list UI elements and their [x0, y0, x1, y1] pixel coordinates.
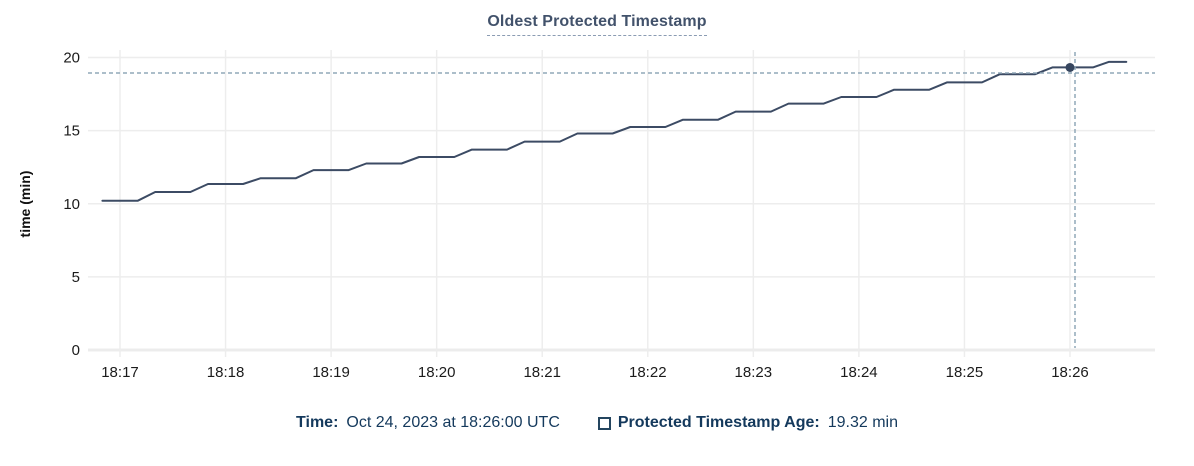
- chart-title[interactable]: Oldest Protected Timestamp: [487, 13, 707, 36]
- x-tick-label: 18:18: [207, 364, 245, 381]
- x-tick-label: 18:22: [629, 364, 667, 381]
- x-tick-label: 18:17: [101, 364, 139, 381]
- line-chart-plot-area[interactable]: 0 5 10 15 20 18:17 18:18 18:19 18:20 18:21 18:22 18…: [0, 0, 1194, 402]
- legend-time-group: Time: Oct 24, 2023 at 18:26:00 UTC: [296, 414, 560, 432]
- legend-series-label: Protected Timestamp Age:: [617, 414, 820, 431]
- y-tick-label: 5: [72, 269, 80, 286]
- x-tick-label: 18:26: [1051, 364, 1089, 381]
- y-tick-label: 10: [63, 196, 80, 213]
- series-line-protected-timestamp-age: [101, 60, 1128, 202]
- x-tick-label: 18:21: [523, 364, 561, 381]
- x-tick-label: 18:20: [418, 364, 456, 381]
- x-tick-label: 18:24: [840, 364, 878, 381]
- y-tick-label: 15: [63, 123, 80, 140]
- legend-checkbox-icon[interactable]: [597, 416, 611, 430]
- chart-legend: Time: Oct 24, 2023 at 18:26:00 UTC Prote…: [0, 414, 1194, 432]
- legend-time-label: Time:: [296, 414, 339, 431]
- y-tick-label: 20: [63, 50, 80, 67]
- legend-series-value: 19.32 min: [827, 414, 898, 431]
- y-axis-title: time (min): [17, 171, 33, 238]
- chart-title-row: Oldest Protected Timestamp: [0, 13, 1194, 36]
- legend-series-toggle[interactable]: Protected Timestamp Age: 19.32 min: [597, 414, 898, 432]
- hover-data-point: [1065, 62, 1075, 72]
- x-tick-label: 18:25: [946, 364, 984, 381]
- legend-time-value: Oct 24, 2023 at 18:26:00 UTC: [346, 414, 560, 431]
- y-tick-label: 0: [72, 342, 80, 359]
- x-tick-label: 18:19: [312, 364, 350, 381]
- x-tick-label: 18:23: [735, 364, 773, 381]
